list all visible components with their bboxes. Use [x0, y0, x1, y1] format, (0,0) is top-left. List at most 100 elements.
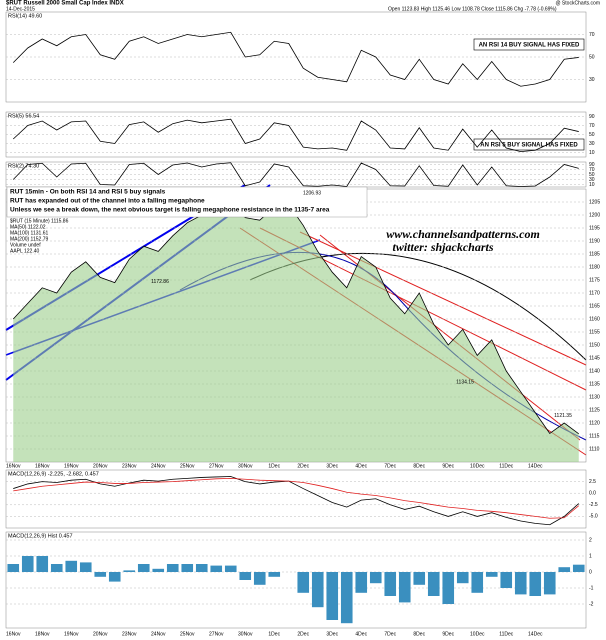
x-tick-label: 14Dec [528, 463, 543, 469]
histogram-bar [529, 572, 542, 596]
x-tick-label: 7Dec [384, 463, 396, 469]
y-tick-label: 0.0 [589, 491, 596, 497]
y-tick-label: 1170 [589, 290, 600, 296]
x-tick-label: 9Dec [442, 463, 454, 469]
y-tick-label: 2 [589, 537, 592, 543]
histogram-bar [50, 564, 63, 572]
x-tick-label: 2Dec [297, 463, 309, 469]
x-tick-label: 16Nov [6, 631, 21, 637]
y-tick-label: 70 [589, 123, 595, 129]
histogram-bar [224, 565, 237, 572]
x-tick-label: 1Dec [268, 463, 280, 469]
x-tick-label: 10Dec [470, 631, 485, 637]
annotation-box [473, 38, 585, 51]
histogram-bar [108, 572, 121, 582]
panel-title: RSI(2) 74.30 [8, 163, 39, 169]
histogram-bar [427, 572, 440, 596]
panel-title: RSI(14) 49.60 [8, 13, 42, 19]
x-tick-label: 10Dec [470, 463, 485, 469]
annotation-box [473, 138, 585, 151]
y-tick-label: 1110 [589, 446, 600, 452]
x-tick-label: 20Nov [93, 463, 108, 469]
note: Unless we see a break down, the next obv… [10, 207, 330, 214]
y-tick-label: 50 [589, 132, 595, 138]
y-tick-label: 1130 [589, 394, 600, 400]
histogram-bar [166, 564, 179, 572]
x-tick-label: 8Dec [413, 631, 425, 637]
legend-entry: MA(50) 1122.02 [10, 224, 46, 230]
y-tick-label: 1 [589, 553, 592, 559]
panel-title: MACD(12,26,9) -2.225, -2.682, 0.457 [8, 471, 99, 477]
histogram-bar [456, 572, 469, 584]
histogram-bar [7, 564, 20, 572]
legend-entry: MA(100) 1131.61 [10, 230, 48, 236]
series-line [12, 31, 579, 87]
panel-frame [5, 531, 587, 629]
y-tick-label: 1145 [589, 355, 600, 361]
price-label: 1121.35 [554, 413, 572, 419]
histogram-bar [471, 572, 484, 593]
price-label: 1172.86 [151, 279, 169, 285]
y-tick-label: 30 [589, 141, 595, 147]
x-tick-label: 7Dec [384, 631, 396, 637]
notes-box [6, 186, 368, 218]
x-tick-label: 18Nov [35, 463, 50, 469]
histogram-bar [181, 564, 194, 572]
note: RUT 15min - On both RSI 14 and RSI 5 buy… [10, 189, 166, 196]
x-tick-label: 19Nov [64, 631, 79, 637]
credit: @ StockCharts.com [555, 0, 600, 6]
y-tick-label: 30 [589, 177, 595, 183]
x-tick-label: 9Dec [442, 631, 454, 637]
symbol: $RUT Russell 2000 Small Cap Index INDX [6, 1, 124, 7]
y-tick-label: 90 [589, 114, 595, 120]
y-tick-label: 1135 [589, 381, 600, 387]
y-tick-label: 1160 [589, 316, 600, 322]
y-tick-label: 10 [589, 182, 595, 188]
x-tick-label: 4Dec [355, 463, 367, 469]
y-tick-label: 90 [589, 162, 595, 168]
watermark: twitter: shjackcharts [392, 240, 493, 254]
x-tick-label: 30Nov [238, 631, 253, 637]
x-tick-label: 20Nov [93, 631, 108, 637]
y-tick-label: 1190 [589, 238, 600, 244]
y-tick-label: 30 [589, 77, 595, 83]
panel-frame [5, 469, 587, 529]
y-tick-label: 10 [589, 150, 595, 156]
watermark: www.channelsandpatterns.com [386, 227, 540, 241]
y-tick-label: 0 [589, 569, 592, 575]
histogram-bar [326, 572, 339, 620]
x-tick-label: 4Dec [355, 631, 367, 637]
legend-entry: MA(200) 1152.79 [10, 236, 48, 242]
series-line [12, 162, 579, 187]
histogram-bar [253, 572, 266, 585]
y-tick-label: 1180 [589, 264, 600, 270]
x-tick-label: 30Nov [238, 463, 253, 469]
y-tick-label: -2 [589, 601, 594, 607]
histogram-bar [239, 572, 252, 580]
histogram-bar [355, 572, 368, 593]
histogram-bar [21, 556, 34, 572]
y-tick-label: -2.5 [589, 502, 598, 508]
y-tick-label: 1205 [589, 199, 600, 205]
y-tick-label: 70 [589, 167, 595, 173]
histogram-bar [137, 564, 150, 572]
legend-entry: Volume undef [10, 242, 41, 248]
y-tick-label: -1 [589, 585, 594, 591]
histogram-bar [65, 560, 78, 572]
histogram-bar [311, 572, 324, 608]
legend-entry: $RUT (15 Minute) 1115.86 [10, 218, 69, 224]
y-tick-label: 2.5 [589, 479, 596, 485]
histogram-bar [398, 572, 411, 603]
x-tick-label: 18Nov [35, 631, 50, 637]
x-tick-label: 27Nov [209, 463, 224, 469]
histogram-bar [558, 567, 571, 572]
price-label: 1134.15 [456, 380, 474, 386]
histogram-bar [413, 572, 426, 585]
histogram-bar [514, 572, 527, 595]
x-tick-label: 19Nov [64, 463, 79, 469]
date: 14-Dec-2015 [6, 6, 35, 12]
y-tick-label: 1195 [589, 225, 600, 231]
x-tick-label: 24Nov [151, 631, 166, 637]
histogram-bar [123, 570, 136, 572]
